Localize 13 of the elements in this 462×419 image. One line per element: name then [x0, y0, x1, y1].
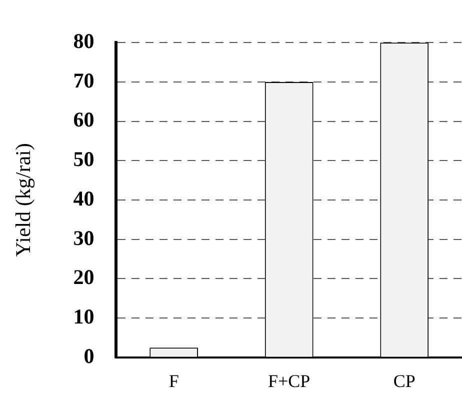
y-tick-label: 80	[73, 29, 94, 54]
y-tick-label: 20	[73, 265, 94, 290]
x-tick-label: F+CP	[268, 370, 310, 391]
x-tick-label: F	[168, 370, 179, 391]
y-tick-label: 10	[73, 304, 94, 328]
y-tick-label: 30	[73, 226, 94, 250]
x-tick-label: CP	[393, 370, 416, 391]
y-tick-label: 50	[73, 147, 94, 172]
y-tick-label: 60	[73, 108, 94, 132]
y-tick-label: 70	[73, 68, 94, 92]
y-tick-label: 0	[84, 344, 94, 368]
y-axis-title: Yield (kg/rai)	[11, 143, 36, 257]
y-tick-label: 40	[73, 186, 94, 210]
